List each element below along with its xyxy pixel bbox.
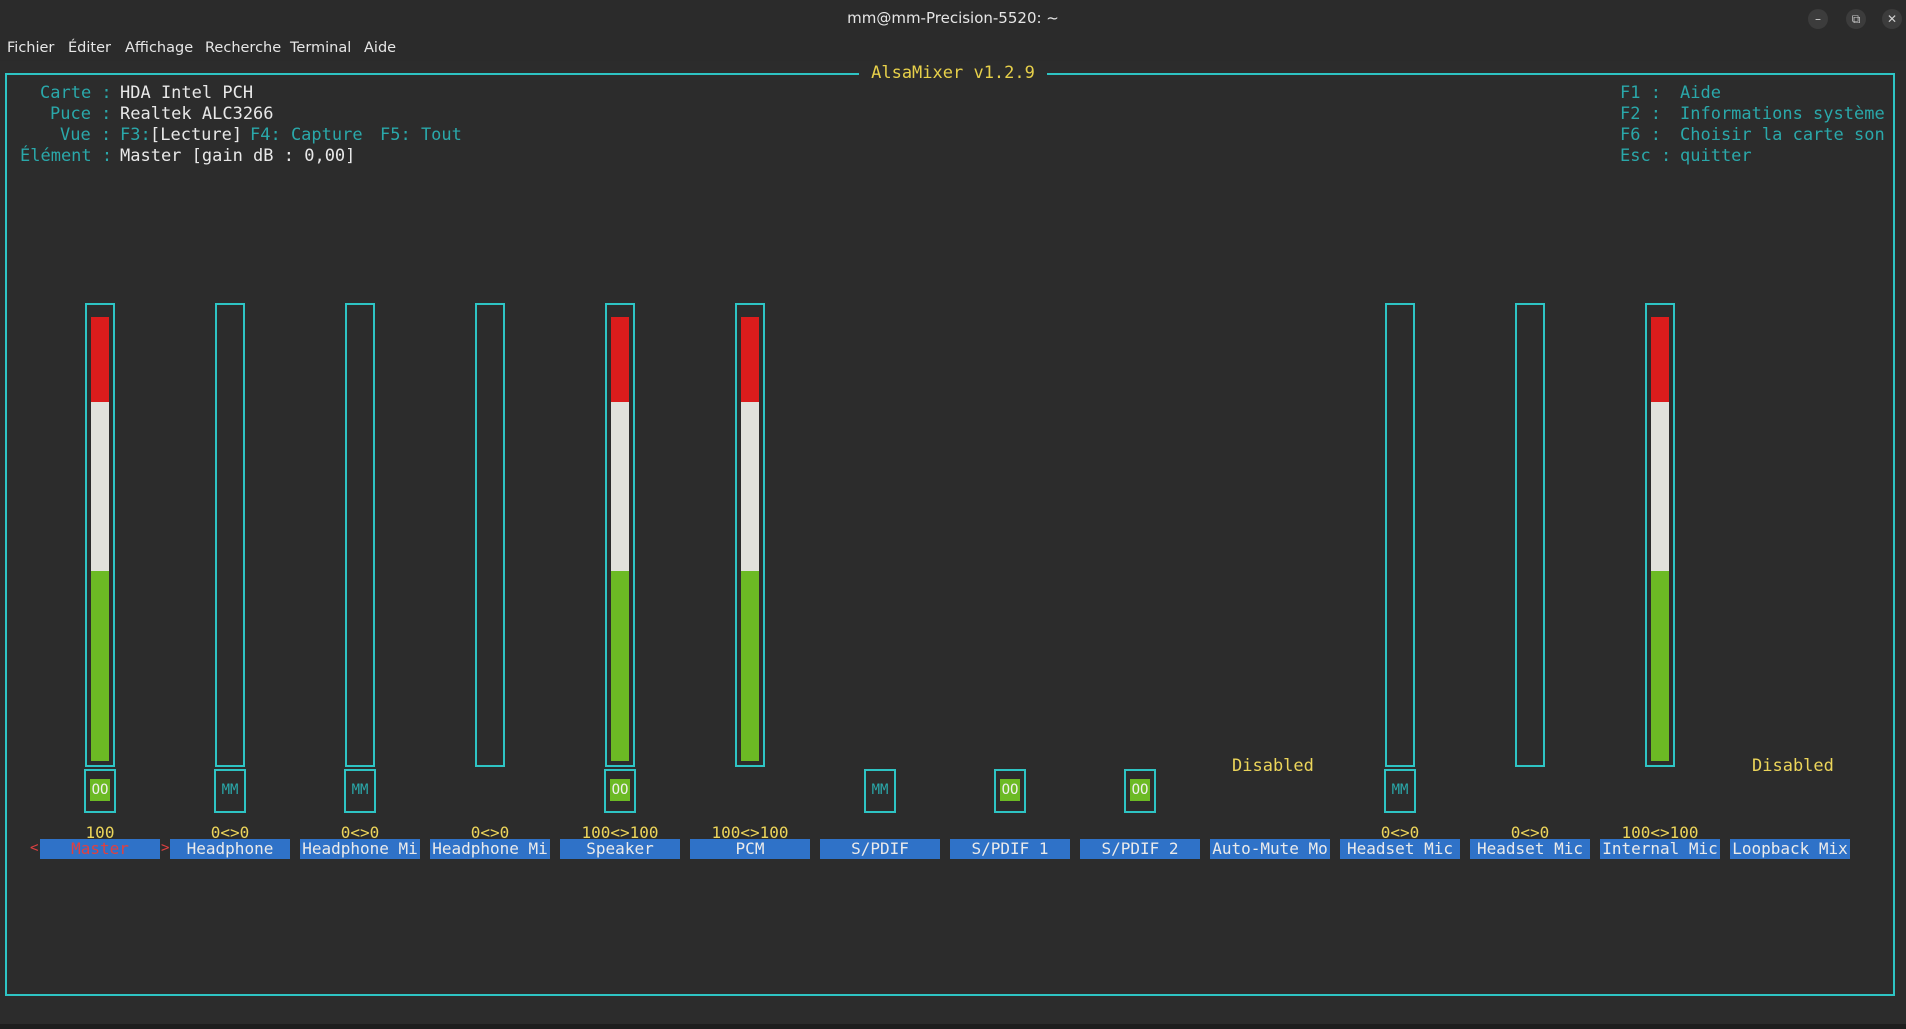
volume-fill-white: [1651, 401, 1669, 571]
volume-fill-white: [91, 401, 109, 571]
maximize-button[interactable]: ⧉: [1846, 9, 1866, 29]
selection-right-marker: >: [161, 840, 170, 856]
volume-fill-green: [1651, 570, 1669, 761]
volume-bar[interactable]: [1515, 303, 1545, 767]
card-value: HDA Intel PCH: [120, 83, 254, 103]
view-playback: [Lecture]: [150, 125, 243, 145]
volume-value: 100<>100: [711, 823, 789, 842]
switch-on[interactable]: OO: [1124, 769, 1156, 813]
volume-bar[interactable]: [345, 303, 375, 767]
channel-label[interactable]: Auto-Mute Mo: [1210, 839, 1330, 859]
card-label: Carte :: [40, 83, 112, 103]
volume-fill-green: [741, 570, 759, 761]
view-f3: F3:: [120, 125, 151, 145]
help-f1-key: F1 :: [1620, 83, 1661, 103]
channel-label[interactable]: S/PDIF 2: [1080, 839, 1200, 859]
switch-muted[interactable]: MM: [864, 769, 896, 813]
menu-bar: Fichier Éditer Affichage Recherche Termi…: [0, 37, 1906, 61]
minimize-button[interactable]: –: [1808, 9, 1828, 29]
window-title: mm@mm-Precision-5520: ~: [847, 9, 1059, 27]
volume-value: 0<>0: [1510, 823, 1550, 842]
switch-on[interactable]: OO: [84, 769, 116, 813]
channel-label[interactable]: Headset Mic: [1340, 839, 1460, 859]
volume-fill-white: [741, 401, 759, 571]
channel-label[interactable]: PCM: [690, 839, 810, 859]
volume-value: 100<>100: [1621, 823, 1699, 842]
switch-state: OO: [610, 779, 630, 801]
help-esc-text: quitter: [1680, 146, 1752, 166]
volume-value: 0<>0: [340, 823, 380, 842]
close-button[interactable]: ✕: [1882, 9, 1902, 29]
volume-bar[interactable]: [215, 303, 245, 767]
volume-value: 0<>0: [1380, 823, 1420, 842]
enum-value: Disabled: [1232, 756, 1314, 776]
volume-fill-red: [91, 317, 109, 402]
view-f5: F5: Tout: [380, 125, 462, 145]
volume-bar[interactable]: [605, 303, 635, 767]
channel-label[interactable]: Master: [40, 839, 160, 859]
volume-fill-red: [611, 317, 629, 402]
element-value: Master [gain dB : 0,00]: [120, 146, 356, 166]
channel-label[interactable]: Headphone Mi: [430, 839, 550, 859]
channel-label[interactable]: Headset Mic: [1470, 839, 1590, 859]
menu-affichage[interactable]: Affichage: [125, 40, 194, 56]
switch-muted[interactable]: MM: [214, 769, 246, 813]
volume-bar[interactable]: [1645, 303, 1675, 767]
channel-label[interactable]: Speaker: [560, 839, 680, 859]
menu-terminal[interactable]: Terminal: [290, 40, 352, 56]
volume-bar[interactable]: [475, 303, 505, 767]
volume-bar[interactable]: [735, 303, 765, 767]
menu-editer[interactable]: Éditer: [68, 40, 111, 56]
volume-fill-red: [1651, 317, 1669, 402]
channel-label[interactable]: S/PDIF: [820, 839, 940, 859]
terminal-area[interactable]: AlsaMixer v1.2.9 Carte : HDA Intel PCH P…: [0, 61, 1906, 1029]
chip-label: Puce :: [50, 104, 112, 124]
volume-bar[interactable]: [85, 303, 115, 767]
switch-muted[interactable]: MM: [1384, 769, 1416, 813]
element-label: Élément :: [20, 146, 113, 166]
menu-aide[interactable]: Aide: [364, 40, 397, 56]
channel-label[interactable]: Headphone: [170, 839, 290, 859]
help-f6-key: F6 :: [1620, 125, 1661, 145]
view-f4: F4: Capture: [250, 125, 363, 145]
alsamixer-title-wrap: AlsaMixer v1.2.9: [0, 63, 1906, 83]
volume-value: 0<>0: [210, 823, 250, 842]
help-f2-text: Informations système: [1680, 104, 1885, 124]
window-titlebar: mm@mm-Precision-5520: ~ – ⧉ ✕: [0, 0, 1906, 38]
chip-value: Realtek ALC3266: [120, 104, 274, 124]
volume-fill-green: [91, 570, 109, 761]
channel-label[interactable]: Loopback Mix: [1730, 839, 1850, 859]
switch-state: OO: [1000, 779, 1020, 801]
switch-on[interactable]: OO: [994, 769, 1026, 813]
selection-left-marker: <: [30, 840, 39, 856]
menu-fichier[interactable]: Fichier: [7, 40, 55, 56]
alsamixer-title: AlsaMixer v1.2.9: [859, 63, 1047, 83]
switch-state: OO: [1130, 779, 1150, 801]
volume-fill-green: [611, 570, 629, 761]
channel-label[interactable]: Headphone Mi: [300, 839, 420, 859]
menu-recherche[interactable]: Recherche: [205, 40, 282, 56]
switch-muted[interactable]: MM: [344, 769, 376, 813]
volume-value: 0<>0: [470, 823, 510, 842]
help-f6-text: Choisir la carte son: [1680, 125, 1885, 145]
volume-bar[interactable]: [1385, 303, 1415, 767]
help-f1-text: Aide: [1680, 83, 1721, 103]
switch-on[interactable]: OO: [604, 769, 636, 813]
help-esc-key: Esc :: [1620, 146, 1672, 166]
volume-value: 100: [85, 823, 115, 842]
switch-state: OO: [90, 779, 110, 801]
bottom-edge: [0, 1024, 1906, 1029]
channel-label[interactable]: S/PDIF 1: [950, 839, 1070, 859]
help-f2-key: F2 :: [1620, 104, 1661, 124]
volume-value: 100<>100: [581, 823, 659, 842]
view-label: Vue :: [60, 125, 112, 145]
volume-fill-white: [611, 401, 629, 571]
volume-fill-red: [741, 317, 759, 402]
enum-value: Disabled: [1752, 756, 1834, 776]
channel-label[interactable]: Internal Mic: [1600, 839, 1720, 859]
